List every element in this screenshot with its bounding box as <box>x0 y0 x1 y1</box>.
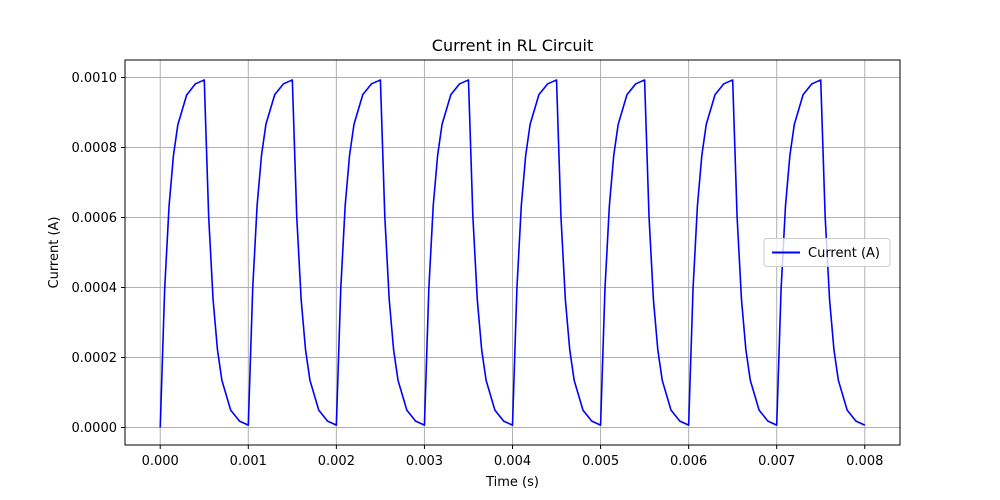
chart-title: Current in RL Circuit <box>432 36 593 55</box>
legend: Current (A) <box>763 238 891 267</box>
series-layer <box>159 79 866 428</box>
legend-label-current: Current (A) <box>808 246 880 261</box>
series-line-current <box>159 79 866 428</box>
x-tick-label: 0.002 <box>318 454 355 469</box>
y-tick-label: 0.0004 <box>72 281 118 296</box>
x-tick-label: 0.003 <box>406 454 443 469</box>
x-tick-label: 0.004 <box>494 454 531 469</box>
x-tick-label: 0.000 <box>142 454 179 469</box>
y-axis-label: Current (A) <box>47 217 62 289</box>
x-axis-label: Time (s) <box>485 475 539 490</box>
x-tick-label: 0.008 <box>846 454 883 469</box>
axis-ticks: 0.000 0.001 0.002 0.003 0.004 0.005 0.006 0.007… <box>72 71 884 469</box>
y-tick-label: 0.0008 <box>72 141 118 156</box>
y-tick-label: 0.0000 <box>72 421 118 436</box>
grid-lines <box>125 60 900 445</box>
x-tick-label: 0.001 <box>230 454 267 469</box>
y-tick-label: 0.0006 <box>72 211 118 226</box>
y-tick-label: 0.0002 <box>72 351 118 366</box>
x-tick-label: 0.007 <box>758 454 795 469</box>
x-tick-label: 0.006 <box>670 454 707 469</box>
x-tick-label: 0.005 <box>582 454 619 469</box>
y-tick-label: 0.0010 <box>72 71 118 86</box>
legend-box <box>763 238 891 267</box>
